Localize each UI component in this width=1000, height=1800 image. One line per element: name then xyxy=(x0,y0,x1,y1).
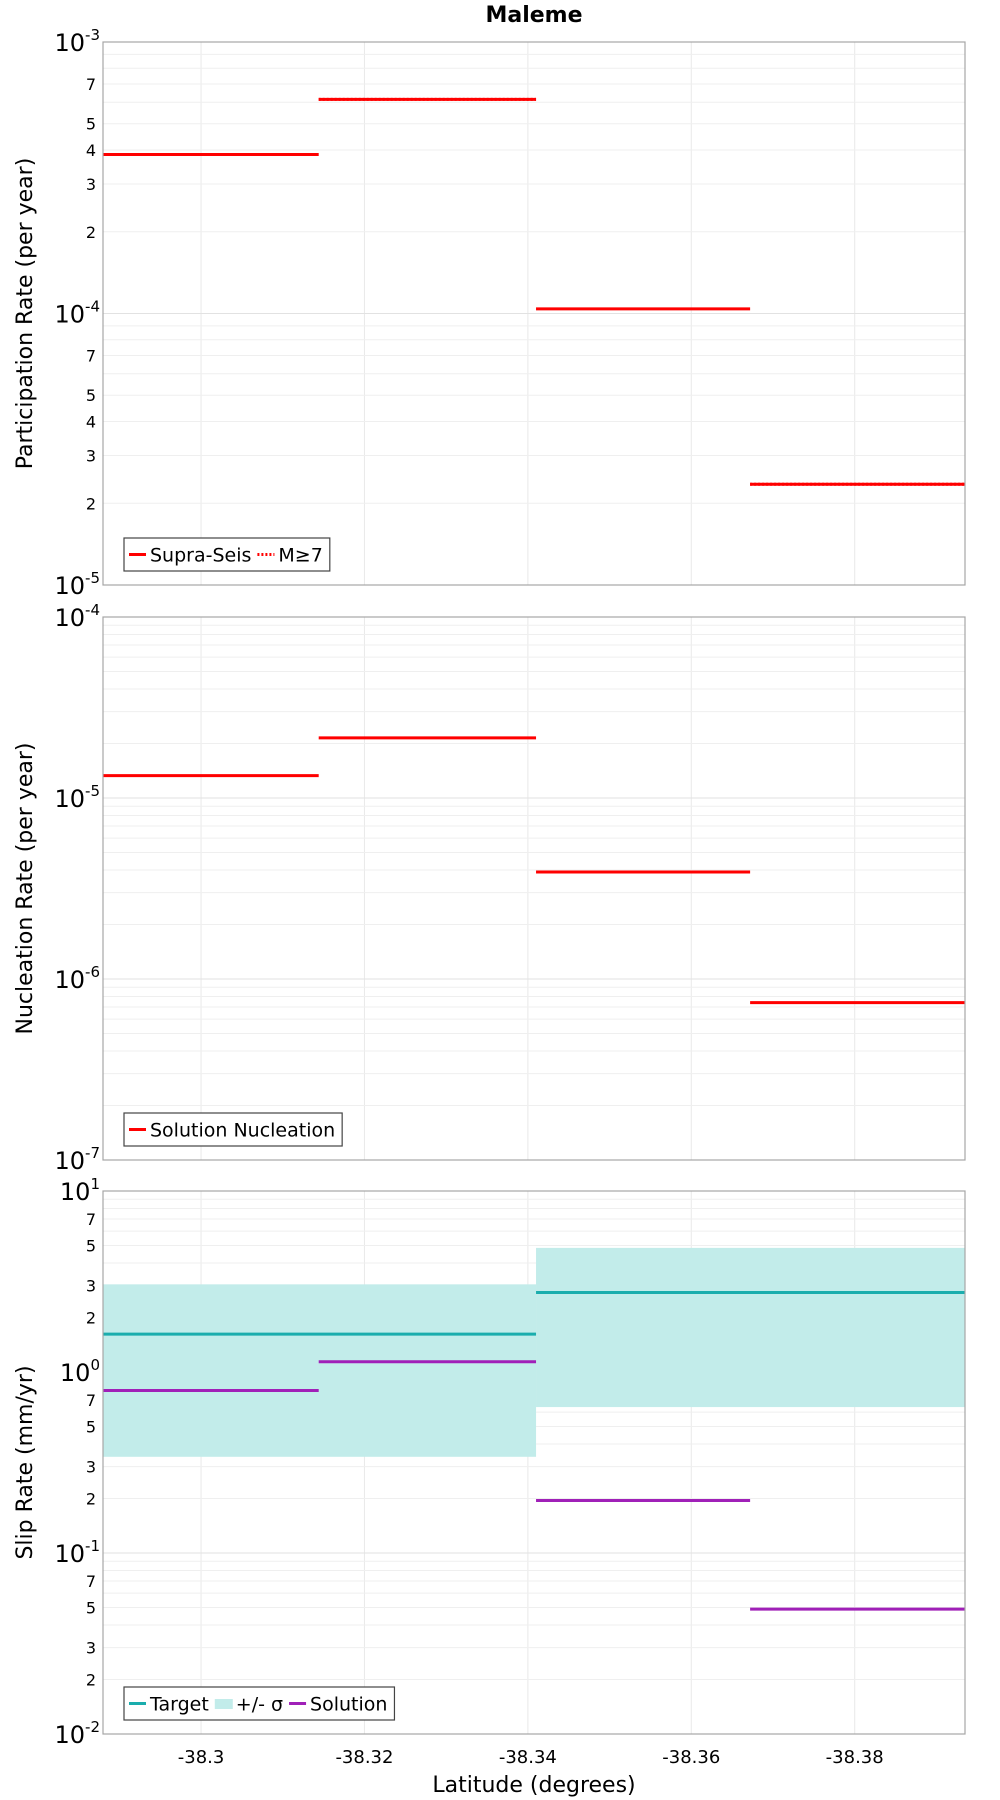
plot-frame xyxy=(102,41,966,586)
tick-base: 10 xyxy=(54,1147,85,1175)
sigma-band xyxy=(103,1284,537,1457)
y-major-tick-label: 10-3 xyxy=(54,26,100,57)
y-major-tick-label: 100 xyxy=(60,1356,100,1387)
series-target xyxy=(103,1290,965,1336)
plot-frame xyxy=(102,1190,966,1735)
tick-base: 10 xyxy=(54,301,85,329)
y-minor-tick-label: 2 xyxy=(86,223,96,242)
y-major-tick-label: 101 xyxy=(60,1175,100,1206)
plot-frame xyxy=(102,616,966,1161)
y-major-tick-label: 10-5 xyxy=(54,569,100,600)
y-minor-tick-label: 7 xyxy=(86,1210,96,1229)
legend-box xyxy=(123,1112,343,1147)
y-minor-tick-label: 2 xyxy=(86,1671,96,1690)
tick-exponent: -5 xyxy=(85,569,100,587)
y-minor-tick-label: 5 xyxy=(86,1598,96,1617)
legend-swatch xyxy=(214,1699,233,1709)
y-minor-tick-label: 3 xyxy=(86,446,96,465)
y-major-tick-label: 10-7 xyxy=(54,1144,100,1175)
x-tick-label: -38.34 xyxy=(499,1747,557,1768)
y-major-tick-label: 10-5 xyxy=(54,782,100,813)
tick-base: 10 xyxy=(60,1359,91,1387)
legend-label: Solution xyxy=(310,1694,387,1716)
series-m-7 xyxy=(103,97,965,486)
tick-base: 10 xyxy=(54,1540,85,1568)
tick-exponent: -6 xyxy=(85,963,100,981)
x-axis-label: Latitude (degrees) xyxy=(432,1773,635,1798)
tick-exponent: -5 xyxy=(85,782,100,800)
y-minor-tick-label: 4 xyxy=(86,413,96,432)
y-minor-tick-label: 5 xyxy=(86,1417,96,1436)
y-minor-tick-label: 3 xyxy=(86,1639,96,1658)
legend-label: Solution Nucleation xyxy=(150,1120,335,1142)
y-minor-tick-label: 3 xyxy=(86,1458,96,1477)
y-major-tick-label: 10-1 xyxy=(54,1537,100,1568)
y-minor-tick-label: 7 xyxy=(86,1391,96,1410)
y-minor-tick-label: 3 xyxy=(86,1277,96,1296)
legend-label: M≥7 xyxy=(278,545,322,567)
y-axis-label: Participation Rate (per year) xyxy=(13,158,38,470)
tick-exponent: -3 xyxy=(85,26,100,44)
x-tick-label: -38.36 xyxy=(662,1747,720,1768)
y-minor-tick-label: 2 xyxy=(86,1490,96,1509)
x-tick-label: -38.32 xyxy=(335,1747,393,1768)
sigma-band xyxy=(536,1247,965,1408)
legend-label: +/- σ xyxy=(236,1694,283,1716)
x-tick-label: -38.3 xyxy=(178,1747,225,1768)
y-minor-tick-label: 5 xyxy=(86,386,96,405)
tick-exponent: -1 xyxy=(85,1537,100,1555)
tick-base: 10 xyxy=(54,572,85,600)
tick-base: 10 xyxy=(54,966,85,994)
tick-base: 10 xyxy=(54,1721,85,1749)
tick-exponent: -4 xyxy=(85,601,100,619)
legend: Solution Nucleation xyxy=(123,1112,343,1147)
y-minor-tick-label: 5 xyxy=(86,1236,96,1255)
tick-base: 10 xyxy=(60,1178,91,1206)
y-minor-tick-label: 3 xyxy=(86,175,96,194)
y-minor-tick-label: 2 xyxy=(86,1309,96,1328)
series-solution xyxy=(103,1360,965,1611)
tick-exponent: -4 xyxy=(85,298,100,316)
tick-exponent: -7 xyxy=(85,1144,100,1162)
series-solution-nucleation xyxy=(103,736,965,1005)
tick-base: 10 xyxy=(54,604,85,632)
chart-title: Maleme xyxy=(485,3,582,28)
y-axis-label: Slip Rate (mm/yr) xyxy=(13,1365,38,1559)
y-major-tick-label: 10-4 xyxy=(54,601,100,632)
y-minor-tick-label: 5 xyxy=(86,115,96,134)
tick-base: 10 xyxy=(54,29,85,57)
legend-box xyxy=(123,1686,396,1721)
tick-exponent: 0 xyxy=(90,1356,100,1374)
y-minor-tick-label: 7 xyxy=(86,1572,96,1591)
y-minor-tick-label: 4 xyxy=(86,141,96,160)
y-minor-tick-label: 7 xyxy=(86,347,96,366)
x-tick-label: -38.38 xyxy=(826,1747,884,1768)
y-axis-label: Nucleation Rate (per year) xyxy=(13,743,38,1035)
legend-label: Target xyxy=(149,1694,209,1716)
y-major-tick-label: 10-4 xyxy=(54,298,100,329)
tick-exponent: 1 xyxy=(90,1175,100,1193)
legend: Target +/- σ Solution xyxy=(123,1686,396,1721)
plot-area xyxy=(103,617,965,1160)
y-major-tick-label: 10-6 xyxy=(54,963,100,994)
legend-box xyxy=(123,537,331,572)
legend: Supra-Seis M≥7 xyxy=(123,537,331,572)
y-minor-tick-label: 2 xyxy=(86,494,96,513)
y-major-tick-label: 10-2 xyxy=(54,1718,100,1749)
tick-exponent: -2 xyxy=(85,1718,100,1736)
y-minor-tick-label: 7 xyxy=(86,75,96,94)
legend-label: Supra-Seis xyxy=(150,545,251,567)
tick-base: 10 xyxy=(54,785,85,813)
